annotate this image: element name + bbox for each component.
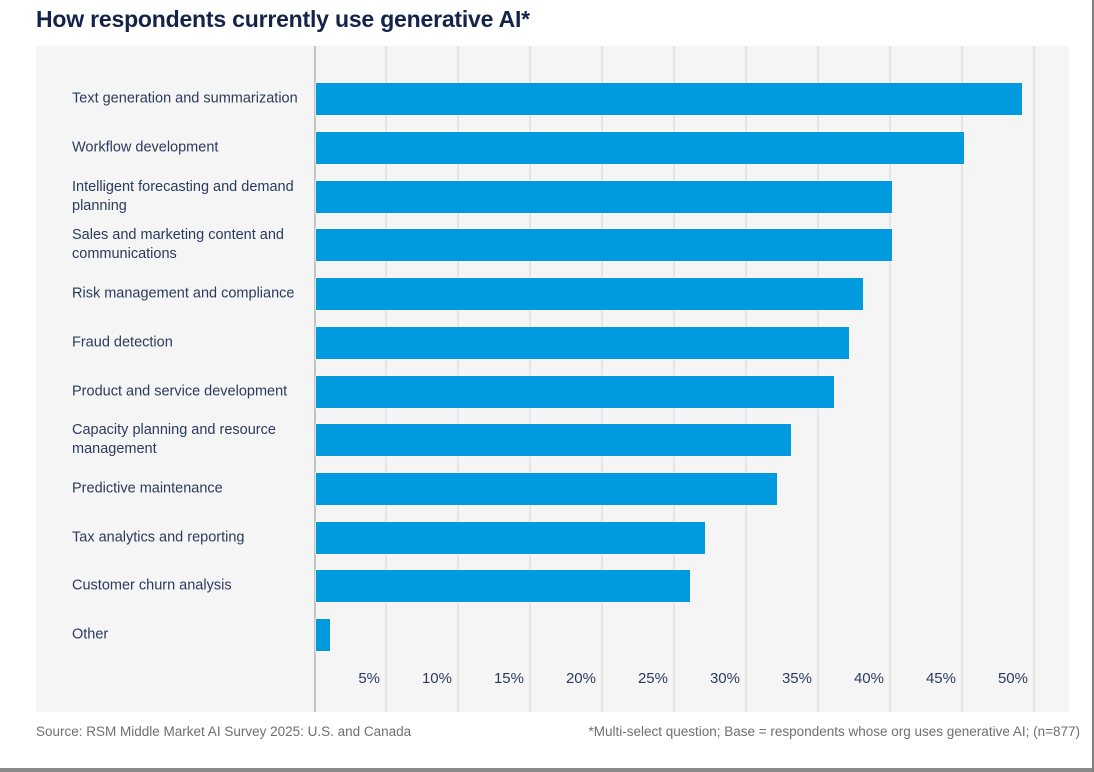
chart-panel: 5% 10% 15% 20% 25% 30% 35% 40% 45% 50% Text genera… — [36, 46, 1069, 712]
x-tick-label: 30% — [709, 670, 740, 687]
y-axis-line — [314, 46, 316, 712]
chart-row: Predictive maintenance — [36, 465, 1069, 514]
bar — [316, 375, 835, 408]
category-label: Capacity planning and resource managemen… — [72, 422, 276, 458]
bar — [316, 83, 1022, 116]
bottom-rule — [0, 768, 1092, 772]
source-note: Source: RSM Middle Market AI Survey 2025… — [36, 724, 412, 739]
x-tick-label: 20% — [565, 670, 596, 687]
bar — [316, 472, 777, 505]
x-tick-label: 35% — [781, 670, 812, 687]
category-label: Customer churn analysis — [72, 577, 232, 594]
footnote: *Multi-select question; Base = responden… — [588, 724, 1080, 739]
chart-row: Intelligent forecasting and demand plann… — [36, 172, 1069, 221]
bar — [316, 570, 691, 603]
chart-row: Text generation and summarization — [36, 75, 1069, 124]
bar — [316, 424, 792, 457]
bar — [316, 521, 705, 554]
category-label: Tax analytics and reporting — [72, 529, 245, 546]
bar — [316, 132, 964, 165]
bar — [316, 326, 849, 359]
chart-title: How respondents currently use generative… — [36, 6, 530, 32]
category-label: Other — [72, 626, 109, 643]
gridline-45% — [961, 46, 963, 712]
chart-row: Customer churn analysis — [36, 562, 1069, 611]
chart-row: Capacity planning and resource managemen… — [36, 416, 1069, 465]
chart-row: Product and service development — [36, 367, 1069, 416]
x-tick-label: 15% — [493, 670, 524, 687]
chart-row: Workflow development — [36, 124, 1069, 173]
chart-row: Risk management and compliance — [36, 270, 1069, 319]
category-label: Intelligent forecasting and demand plann… — [72, 178, 294, 214]
category-label: Predictive maintenance — [72, 480, 223, 497]
category-label: Sales and marketing content and communic… — [72, 227, 284, 263]
category-label: Risk management and compliance — [72, 285, 295, 302]
bar — [316, 278, 864, 311]
x-tick-label: 40% — [853, 670, 884, 687]
chart-row: Fraud detection — [36, 319, 1069, 368]
chart-row: Tax analytics and reporting — [36, 513, 1069, 562]
category-label: Text generation and summarization — [72, 90, 298, 107]
chart-row: Sales and marketing content and communic… — [36, 221, 1069, 270]
category-label: Fraud detection — [72, 334, 173, 351]
x-tick-label: 25% — [637, 670, 668, 687]
x-tick-label: 50% — [997, 670, 1028, 687]
gridline-50% — [1033, 46, 1035, 712]
chart-footer: Source: RSM Middle Market AI Survey 2025… — [36, 724, 1080, 739]
x-tick-label: 45% — [925, 670, 956, 687]
category-label: Workflow development — [72, 139, 219, 156]
gridline-40% — [889, 46, 891, 712]
category-label: Product and service development — [72, 383, 288, 400]
bar — [316, 619, 331, 652]
x-tick-label: 10% — [421, 670, 452, 687]
bar — [316, 229, 892, 262]
chart-row: Other — [36, 611, 1069, 660]
x-tick-label: 5% — [358, 670, 380, 687]
bar — [316, 180, 892, 213]
